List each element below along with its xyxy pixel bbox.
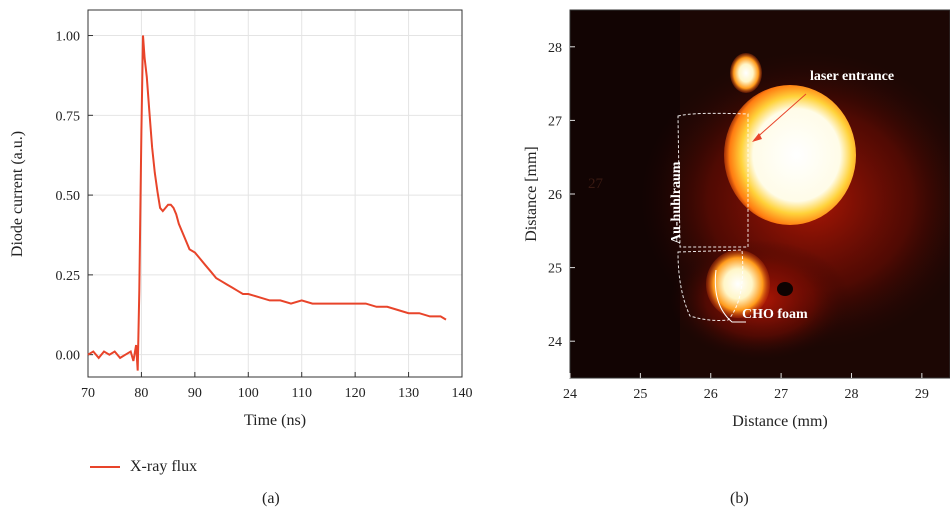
y-tick-label: 24 bbox=[548, 335, 562, 350]
x-tick-label: 100 bbox=[238, 386, 259, 401]
y-tick-label: 0.75 bbox=[56, 109, 81, 124]
x-tick-label: 130 bbox=[398, 386, 419, 401]
x-tick-label: 29 bbox=[915, 387, 929, 402]
annotation-laser-entrance: laser entrance bbox=[810, 69, 894, 84]
x-ticks: 24 25 26 27 28 29 bbox=[563, 373, 929, 402]
x-tick-label: 90 bbox=[188, 386, 202, 401]
x-tick-label: 25 bbox=[633, 387, 647, 402]
x-tick-label: 27 bbox=[774, 387, 788, 402]
x-tick-label: 24 bbox=[563, 387, 577, 402]
x-tick-label: 26 bbox=[704, 387, 718, 402]
x-tick-label: 120 bbox=[345, 386, 366, 401]
legend: X-ray flux bbox=[90, 458, 197, 476]
plot-frame bbox=[87, 9, 463, 378]
y-tick-label: 28 bbox=[548, 41, 562, 56]
y-tick-label: 0.25 bbox=[56, 269, 81, 284]
foam-outline-inner bbox=[714, 269, 746, 323]
bright-spot-laser-entrance bbox=[724, 85, 856, 225]
y-tick-label: 27 bbox=[548, 114, 562, 129]
x-ticks: 70 80 90 100 110 120 130 140 bbox=[81, 372, 473, 401]
bright-spot-cho-foam bbox=[706, 250, 770, 318]
annotation-au-hohlraum: Au-huhlraum bbox=[669, 161, 684, 244]
y-tick-label: 0.00 bbox=[56, 349, 81, 364]
panel-label-a: (a) bbox=[262, 490, 280, 507]
annotation-cho-foam: CHO foam bbox=[742, 307, 808, 322]
dark-spot bbox=[777, 282, 793, 296]
y-axis-label: Distance [mm] bbox=[523, 146, 540, 242]
y-tick-label: 1.00 bbox=[56, 30, 81, 45]
y-tick-label: 0.50 bbox=[56, 189, 81, 204]
panel-label-b: (b) bbox=[730, 490, 749, 507]
laser-arrow-line bbox=[753, 93, 807, 141]
x-tick-label: 80 bbox=[134, 386, 148, 401]
x-tick-label: 28 bbox=[844, 387, 858, 402]
y-axis-label: Diode current (a.u.) bbox=[9, 131, 26, 257]
hohlraum-outline bbox=[677, 112, 749, 248]
y-ticks: 24 25 26 27 28 bbox=[548, 41, 575, 350]
x-tick-label: 70 bbox=[81, 386, 95, 401]
xray-flux-chart: 70 80 90 100 110 120 130 140 0.00 0.25 0.50 0.75 1.… bbox=[9, 9, 473, 429]
y-ticks: 0.00 0.25 0.50 0.75 1.00 bbox=[56, 30, 93, 364]
annotation-faint-27: 27 bbox=[588, 176, 604, 192]
y-tick-label: 25 bbox=[548, 262, 562, 277]
x-tick-label: 110 bbox=[291, 386, 311, 401]
radiograph-heatmap: laser entrance Au-huhlraum CHO foam 27 2… bbox=[523, 9, 950, 430]
x-tick-label: 140 bbox=[452, 386, 473, 401]
x-axis-label: Distance (mm) bbox=[732, 413, 828, 430]
series-line-xray-flux bbox=[87, 35, 447, 371]
grid bbox=[87, 10, 463, 377]
legend-label: X-ray flux bbox=[130, 458, 198, 475]
legend-line-swatch bbox=[90, 466, 120, 468]
foam-outline bbox=[677, 249, 744, 321]
laser-arrow-head bbox=[752, 133, 762, 142]
bright-spot-top bbox=[730, 53, 762, 93]
x-axis-label: Time (ns) bbox=[244, 412, 306, 429]
y-tick-label: 26 bbox=[548, 188, 562, 203]
